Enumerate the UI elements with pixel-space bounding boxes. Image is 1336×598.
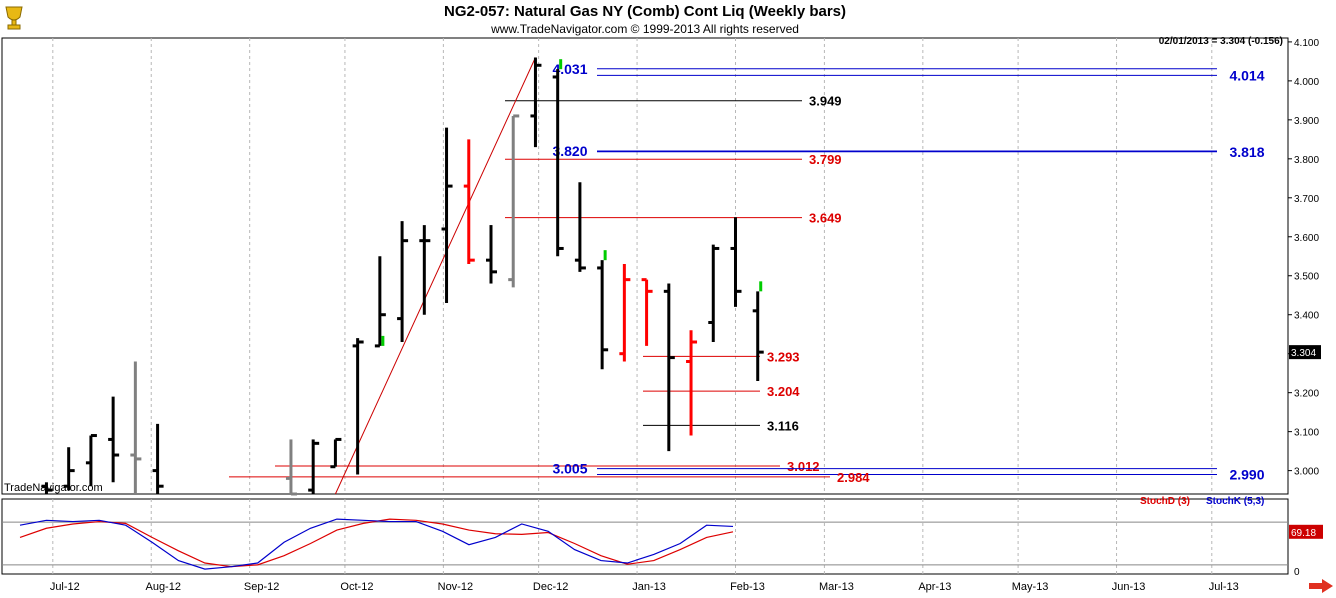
last-price-box <box>1289 345 1321 360</box>
osc-zero-label: 0 <box>1294 567 1300 578</box>
date-axis: Jul-12 Aug-12 Sep-12 Oct-12 Nov-12 Dec-12 Jan-… <box>50 581 1239 593</box>
stoch-d-legend: StochD (3) <box>1140 496 1190 507</box>
date-tick-label: Aug-12 <box>145 581 180 593</box>
price-tick-label: 3.500 <box>1294 272 1319 283</box>
last-stoch-box <box>1289 524 1323 539</box>
date-tick-label: Jul-12 <box>50 581 80 593</box>
price-tick-label: 3.700 <box>1294 194 1319 205</box>
copyright-text: www.TradeNavigator.com © 1999-2013 All r… <box>491 22 799 36</box>
level-label: 3.204 <box>767 384 800 399</box>
date-tick-label: May-13 <box>1012 581 1049 593</box>
price-axis: 3.0003.1003.2003.3003.4003.5003.6003.700… <box>1288 38 1321 478</box>
level-label: 3.116 <box>767 418 799 433</box>
stoch-k-line <box>19 518 734 570</box>
date-tick-label: Sep-12 <box>244 581 279 593</box>
date-tick-label: Jan-13 <box>632 581 666 593</box>
level-label: 4.014 <box>1229 67 1264 83</box>
level-label: 3.949 <box>809 94 842 109</box>
stochastic-panel: 69.18 0 <box>2 518 1323 578</box>
date-tick-label: Apr-13 <box>918 581 951 593</box>
date-tick-label: Nov-12 <box>438 581 473 593</box>
level-label: 3.818 <box>1229 144 1264 160</box>
price-panel-border <box>1 37 1289 495</box>
last-stoch-label: 69.18 <box>1291 528 1316 539</box>
oscillator-panel-border <box>1 498 1289 575</box>
date-tick-label: Jul-13 <box>1209 581 1239 593</box>
level-label: 2.984 <box>837 470 870 485</box>
trendline <box>334 57 536 495</box>
price-tick-label: 4.100 <box>1294 38 1319 49</box>
date-tick-label: Feb-13 <box>730 581 765 593</box>
last-quote: 02/01/2013 = 3.304 (-0.156) <box>1158 36 1283 47</box>
chart-title: NG2-057: Natural Gas NY (Comb) Cont Liq … <box>443 3 847 20</box>
level-label: 2.990 <box>1229 467 1264 483</box>
level-label: 3.293 <box>767 349 800 364</box>
price-tick-label: 3.100 <box>1294 428 1319 439</box>
level-label: 3.820 <box>552 143 587 159</box>
trendline-group <box>334 57 536 495</box>
last-price-label: 3.304 <box>1291 348 1316 359</box>
price-tick-label: 3.800 <box>1294 155 1319 166</box>
price-tick-label: 3.900 <box>1294 116 1319 127</box>
price-tick-label: 4.000 <box>1294 77 1319 88</box>
price-tick-label: 3.400 <box>1294 311 1319 322</box>
trade-navigator-logo-icon[interactable] <box>3 3 25 31</box>
watermark-text: TradeNavigator.com <box>4 482 103 494</box>
level-label: 3.799 <box>809 152 842 167</box>
price-tick-label: 3.600 <box>1294 233 1319 244</box>
date-tick-label: Oct-12 <box>340 581 373 593</box>
scroll-right-arrow-icon[interactable] <box>1308 579 1334 593</box>
date-tick-label: Dec-12 <box>533 581 568 593</box>
price-tick-label: 3.000 <box>1294 467 1319 478</box>
level-label: 3.012 <box>787 459 820 474</box>
date-tick-label: Mar-13 <box>819 581 854 593</box>
price-bars <box>41 57 764 496</box>
plot-frame <box>1 37 1289 575</box>
date-tick-label: Jun-13 <box>1112 581 1146 593</box>
price-tick-label: 3.200 <box>1294 389 1319 400</box>
stoch-k-legend: StochK (5,3) <box>1206 496 1265 507</box>
level-label: 3.649 <box>809 211 842 226</box>
level-label: 3.005 <box>552 461 587 477</box>
